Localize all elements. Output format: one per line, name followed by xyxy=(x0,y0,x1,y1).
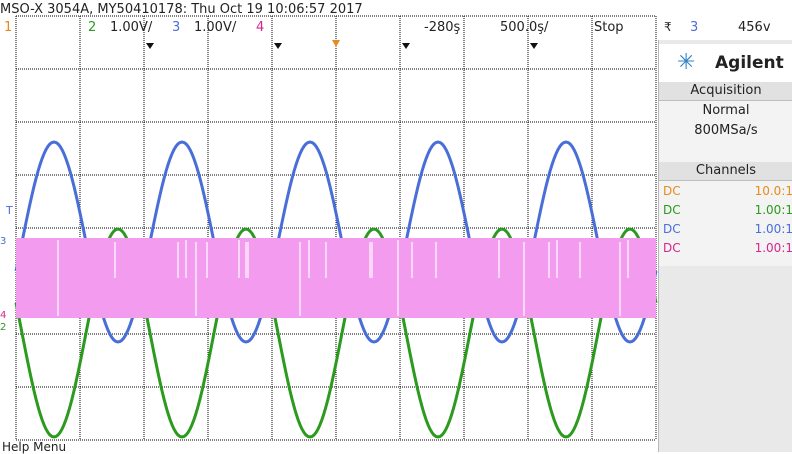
status-header: MSO-X 3054A, MY50410178: Thu Oct 19 10:0… xyxy=(0,0,792,38)
channels-title: Channels xyxy=(659,162,792,181)
agilent-spark-icon: ✳ xyxy=(677,50,696,75)
brand-name: Agilent xyxy=(715,53,784,73)
channel-1-label[interactable]: 1 xyxy=(4,20,13,35)
channel-4-glitch-lines xyxy=(57,240,629,316)
channel-2-ground-marker: 2 xyxy=(0,322,6,333)
trigger-position-marker xyxy=(332,40,340,47)
channel-3-scale: 1.00V/ xyxy=(194,20,237,35)
brand-logo: ✳ Agilent xyxy=(659,44,792,84)
channel-4-signal-band xyxy=(16,238,656,318)
channel-3-label[interactable]: 3 xyxy=(172,20,181,35)
marker-triangle xyxy=(274,43,282,49)
channel-4-label[interactable]: 4 xyxy=(256,20,265,35)
timebase-scale: 500.0ş/ xyxy=(500,20,549,35)
acquisition-mode: Normal xyxy=(702,103,750,118)
channel-2-row[interactable]: DC 1.00:1 xyxy=(663,203,792,217)
channel-3-ground-marker: 3 xyxy=(0,236,6,247)
marker-triangle xyxy=(530,43,538,49)
trigger-level-marker: T xyxy=(5,204,13,217)
trigger-edge-icon: ₹ xyxy=(664,20,672,34)
channel-4-ground-marker: 4 xyxy=(0,310,6,321)
channel-1-row[interactable]: DC 10.0:1 xyxy=(663,184,792,198)
channel-3-row[interactable]: DC 1.00:1 xyxy=(663,222,792,236)
channel-3-waveform xyxy=(14,140,658,344)
acquisition-title: Acquisition xyxy=(659,82,792,101)
horizontal-delay: -280ş xyxy=(424,20,461,35)
channel-2-scale: 1.00V/ xyxy=(110,20,153,35)
channel-2-waveform xyxy=(14,227,658,439)
channel-4-row[interactable]: DC 1.00:1 xyxy=(663,241,792,255)
channels-box[interactable]: Channels DC 10.0:1 DC 1.00:1 DC 1.00:1 DC 1.… xyxy=(659,162,792,266)
instrument-model: MSO-X 3054A, MY50410178: Thu Oct 19 10:0… xyxy=(0,2,363,17)
trigger-level: 456v xyxy=(738,20,771,35)
run-state: Stop xyxy=(594,20,624,35)
sample-rate: 800MSa/s xyxy=(694,123,758,138)
side-panel: ✳ Agilent Acquisition Normal 800MSa/s Ch… xyxy=(658,40,792,452)
marker-triangle xyxy=(146,43,154,49)
marker-triangle xyxy=(402,43,410,49)
help-menu[interactable]: Help Menu xyxy=(2,440,67,454)
channel-2-label[interactable]: 2 xyxy=(88,20,97,35)
trigger-source: 3 xyxy=(690,20,699,35)
